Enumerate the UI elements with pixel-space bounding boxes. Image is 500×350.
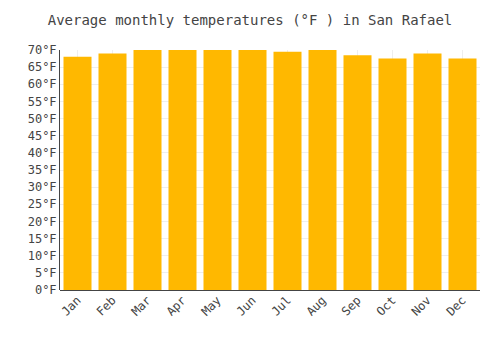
svg-text:Oct: Oct bbox=[374, 293, 399, 318]
svg-text:60°F: 60°F bbox=[28, 77, 57, 91]
svg-text:15°F: 15°F bbox=[28, 232, 57, 246]
svg-text:Sep: Sep bbox=[339, 293, 364, 318]
svg-text:5°F: 5°F bbox=[35, 266, 57, 280]
svg-text:25°F: 25°F bbox=[28, 197, 57, 211]
svg-text:Feb: Feb bbox=[94, 293, 119, 318]
svg-text:Jan: Jan bbox=[59, 293, 84, 318]
svg-text:65°F: 65°F bbox=[28, 60, 57, 74]
svg-text:Apr: Apr bbox=[164, 293, 189, 318]
svg-text:Mar: Mar bbox=[129, 293, 154, 318]
svg-text:20°F: 20°F bbox=[28, 215, 57, 229]
svg-text:Aug: Aug bbox=[304, 293, 329, 318]
svg-text:Dec: Dec bbox=[444, 293, 469, 318]
svg-text:Nov: Nov bbox=[409, 293, 434, 318]
svg-text:May: May bbox=[199, 293, 224, 318]
svg-text:45°F: 45°F bbox=[28, 129, 57, 143]
svg-text:40°F: 40°F bbox=[28, 146, 57, 160]
svg-text:Jul: Jul bbox=[269, 293, 294, 318]
svg-text:70°F: 70°F bbox=[28, 43, 57, 57]
svg-text:30°F: 30°F bbox=[28, 180, 57, 194]
svg-text:Average monthly temperatures (: Average monthly temperatures (°F ) in Sa… bbox=[48, 12, 453, 28]
svg-text:50°F: 50°F bbox=[28, 112, 57, 126]
svg-text:35°F: 35°F bbox=[28, 163, 57, 177]
svg-text:10°F: 10°F bbox=[28, 249, 57, 263]
svg-text:55°F: 55°F bbox=[28, 95, 57, 109]
svg-text:0°F: 0°F bbox=[35, 283, 57, 297]
svg-text:Jun: Jun bbox=[234, 293, 259, 318]
